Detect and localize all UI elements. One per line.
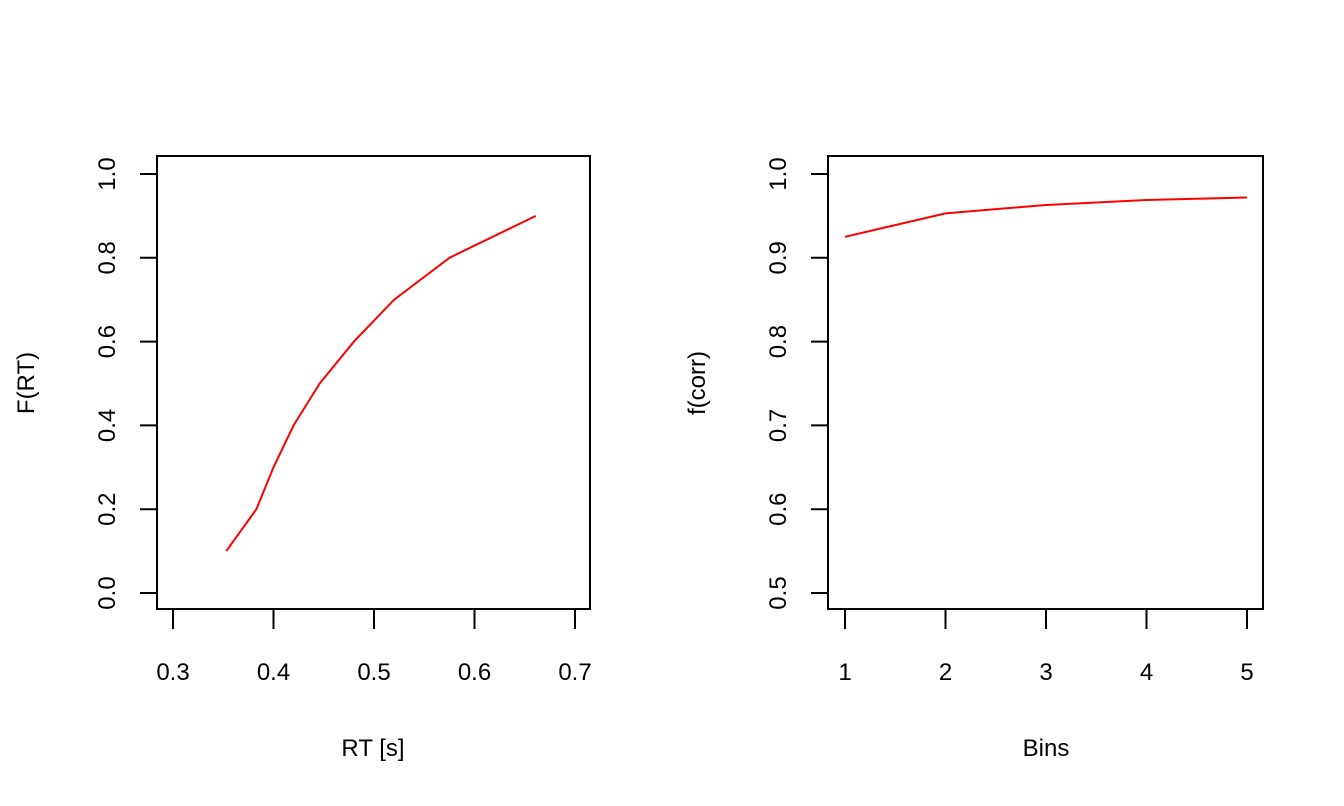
left-y-axis-label: F(RT)	[13, 352, 40, 414]
y-tick-label: 0.7	[765, 409, 792, 442]
left-y-axis: 0.0 0.2 0.4 0.6 0.8 1.0	[94, 157, 157, 610]
x-tick-label: 4	[1140, 659, 1153, 686]
right-y-axis-label: f(corr)	[684, 351, 711, 415]
left-cdf-line	[225, 215, 537, 552]
x-tick-label: 0.4	[257, 659, 290, 686]
y-tick-label: 0.9	[765, 241, 792, 274]
y-tick-label: 0.4	[94, 409, 121, 442]
x-tick-label: 2	[939, 659, 952, 686]
left-plot-box	[156, 155, 591, 610]
left-panel: 0.0 0.2 0.4 0.6 0.8 1.0 0.3 0.4 0.5 0.6 0.7 RT [s…	[13, 155, 592, 762]
right-y-axis: 0.5 0.6 0.7 0.8 0.9 1.0	[765, 157, 828, 610]
x-tick-label: 0.3	[156, 659, 189, 686]
left-x-axis-label: RT [s]	[341, 735, 404, 762]
y-tick-label: 0.2	[94, 493, 121, 526]
y-tick-label: 0.8	[765, 325, 792, 358]
right-plot-box	[827, 155, 1264, 610]
x-tick-label: 0.7	[558, 659, 591, 686]
x-tick-label: 1	[838, 659, 851, 686]
x-tick-label: 0.6	[458, 659, 491, 686]
right-panel: 0.5 0.6 0.7 0.8 0.9 1.0 1 2 3 4 5 Bins f(corr)	[684, 155, 1264, 762]
x-tick-label: 5	[1240, 659, 1253, 686]
y-tick-label: 0.6	[765, 493, 792, 526]
y-tick-label: 0.8	[94, 241, 121, 274]
left-x-axis: 0.3 0.4 0.5 0.6 0.7	[156, 609, 592, 686]
right-accuracy-line	[844, 196, 1248, 238]
y-tick-label: 1.0	[94, 157, 121, 190]
right-x-axis-label: Bins	[1023, 735, 1070, 762]
y-tick-label: 0.6	[94, 325, 121, 358]
x-tick-label: 3	[1039, 659, 1052, 686]
y-tick-label: 1.0	[765, 157, 792, 190]
right-x-axis: 1 2 3 4 5	[838, 609, 1254, 686]
y-tick-label: 0.0	[94, 576, 121, 609]
x-tick-label: 0.5	[357, 659, 390, 686]
y-tick-label: 0.5	[765, 576, 792, 609]
